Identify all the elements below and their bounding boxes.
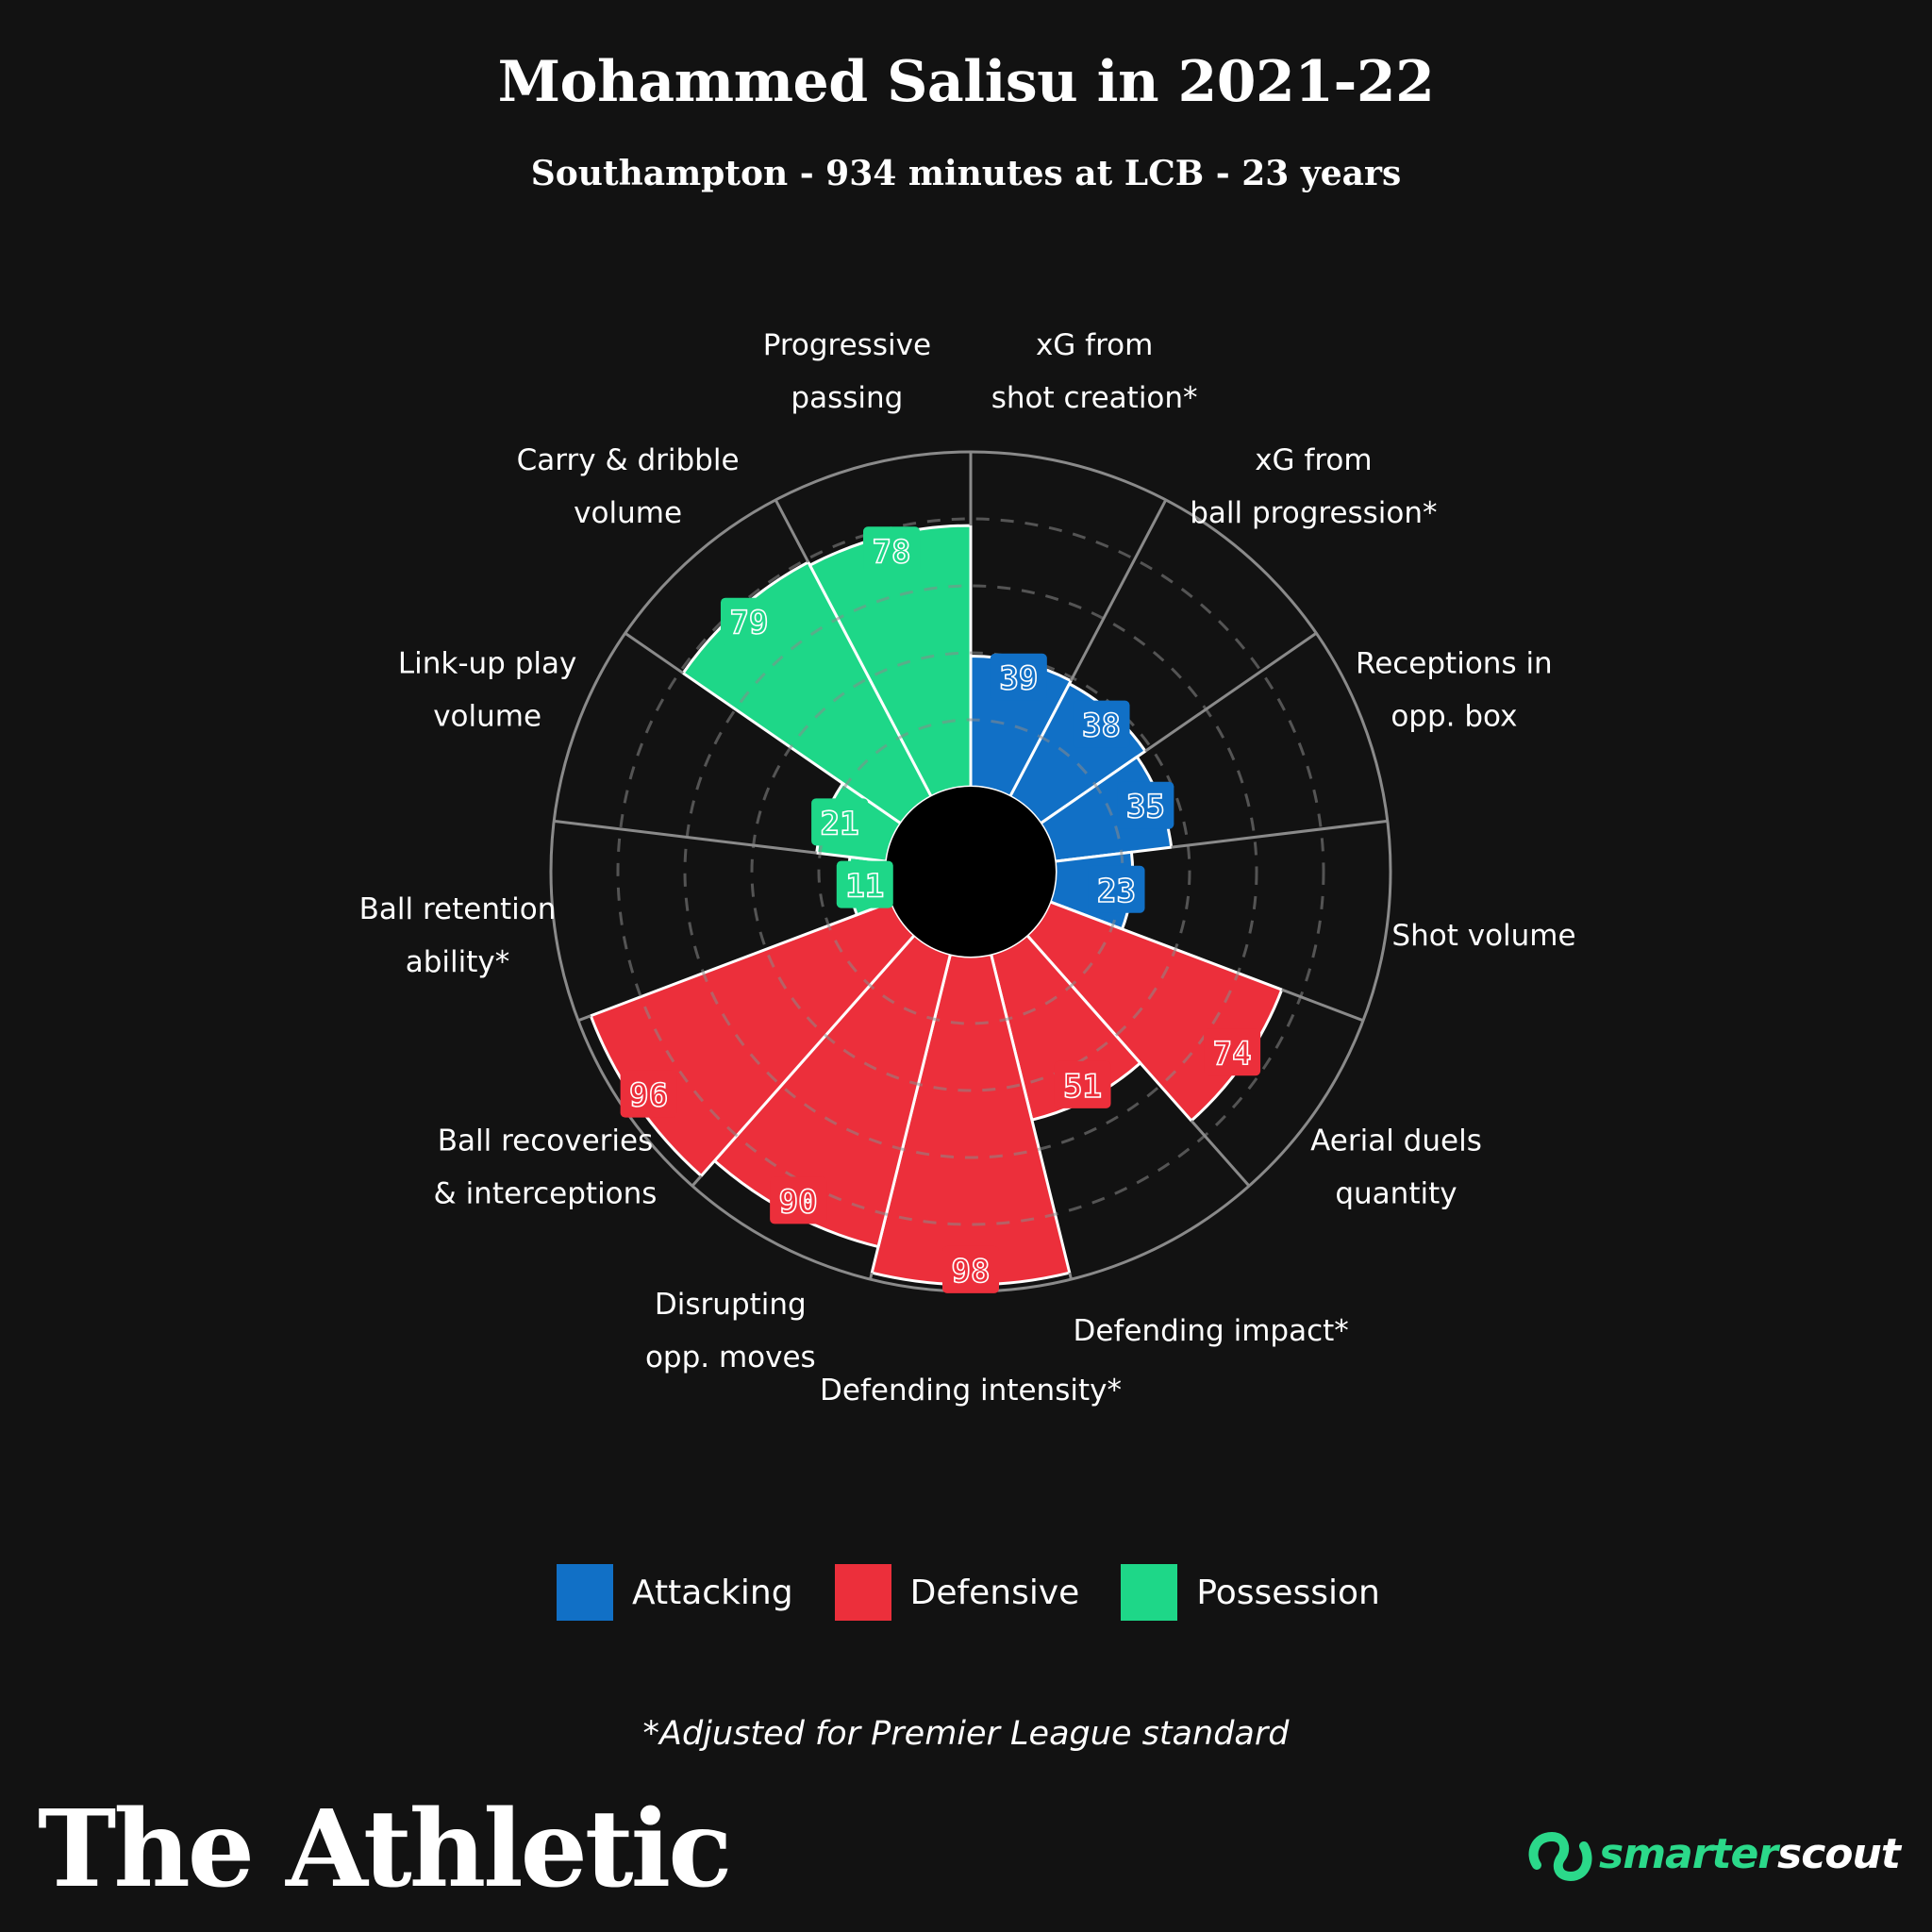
value-label-3: 23 [1097,873,1136,910]
value-badge-9 [836,860,893,908]
value-badge-5 [1054,1060,1111,1108]
grid-spoke-10 [554,819,817,855]
value-badge-4 [1204,1028,1261,1076]
category-label-12-line-0: Progressive [763,328,931,362]
value-label-5: 51 [1063,1068,1102,1106]
value-label-9: 11 [845,868,884,906]
category-label-5-line-0: Defending impact* [1074,1314,1349,1348]
legend-item-possession: Possession [1121,1564,1380,1621]
value-label-1: 38 [1082,708,1121,745]
value-label-6: 98 [952,1253,991,1291]
value-label-4: 74 [1213,1035,1252,1073]
legend-label-attacking: Attacking [632,1573,793,1612]
legend-swatch-possession [1121,1564,1178,1621]
category-label-8-line-1: & interceptions [434,1176,658,1210]
legend-label-possession: Possession [1196,1573,1380,1612]
category-label-1-line-0: xG from [1255,443,1372,477]
the-athletic-logo: The Athletic [38,1788,732,1911]
category-label-2-line-1: opp. box [1391,700,1517,734]
grid-spoke-5 [1190,1120,1251,1188]
grid-ring-1 [750,651,1191,1092]
value-badge-12 [863,526,921,575]
value-label-7: 90 [779,1183,818,1221]
category-label-9-line-1: ability* [406,945,510,979]
grid-spoke-6 [1068,1272,1073,1280]
value-badge-1 [1073,700,1130,748]
grid-spoke-9 [577,1014,591,1023]
legend-label-defensive: Defensive [909,1573,1080,1612]
category-label-8-line-0: Ball recoveries [438,1124,654,1158]
grid-spoke-7 [869,1272,874,1280]
grid-spoke-2 [1144,631,1318,753]
value-label-8: 96 [629,1077,668,1115]
chart-subtitle: Southampton - 934 minutes at LCB - 23 ye… [530,154,1402,193]
smarterscout-prefix: smarter [1599,1829,1778,1878]
grid-spoke-4 [1281,988,1364,1023]
category-label-10-line-1: volume [433,700,541,734]
legend-item-defensive: Defensive [834,1564,1080,1621]
category-label-7-line-0: Disrupting [655,1288,807,1322]
category-label-0-line-1: shot creation* [991,381,1198,415]
smarterscout-wordmark: smarterscout [1599,1829,1901,1878]
value-badge-11 [720,597,777,645]
category-label-11-line-0: Carry & dribble [517,443,740,477]
category-label-10-line-0: Link-up play [398,647,576,681]
category-label-11-line-1: volume [574,496,682,530]
smarterscout-icon [1528,1831,1592,1882]
category-label-1-line-1: ball progression* [1190,496,1437,530]
category-label-4-line-1: quantity [1335,1176,1457,1210]
chart-title: Mohammed Salisu in 2021-22 [497,49,1435,115]
footnote: *Adjusted for Premier League standard [642,1715,1290,1753]
grid-ring-2 [683,584,1258,1159]
category-label-0-line-0: xG from [1036,328,1153,362]
grid-spoke-1 [1069,499,1168,682]
grid-ring-3 [616,517,1325,1226]
category-label-7-line-1: opp. moves [645,1341,816,1374]
value-badge-7 [770,1176,827,1224]
category-label-9-line-0: Ball retention [359,892,557,926]
value-label-12: 78 [873,533,911,571]
category-label-2-line-0: Receptions in [1356,647,1553,681]
smarterscout-suffix: scout [1777,1829,1901,1878]
legend-swatch-attacking [557,1564,613,1621]
value-badge-0 [990,653,1047,701]
value-label-10: 21 [821,805,859,842]
category-label-12-line-1: passing [791,381,903,415]
value-label-2: 35 [1126,789,1165,826]
grid-spoke-12 [774,499,810,563]
legend-swatch-defensive [834,1564,891,1621]
legend: Attacking Defensive Possession [557,1564,1422,1621]
grid-spoke-3 [1171,819,1388,849]
legend-item-attacking: Attacking [557,1564,793,1621]
grid-spoke-8 [691,1174,703,1188]
grid-spoke-11 [624,631,684,675]
value-badge-6 [942,1245,999,1293]
smarterscout-logo: smarterscout [1524,1816,1901,1891]
value-badge-3 [1088,865,1145,913]
category-label-6-line-0: Defending intensity* [820,1374,1122,1407]
category-label-4-line-0: Aerial duels [1310,1124,1482,1158]
value-badge-2 [1117,781,1174,829]
value-label-0: 39 [999,660,1038,698]
category-label-3-line-0: Shot volume [1391,919,1575,953]
center-hole [886,787,1056,957]
value-badge-8 [620,1070,677,1118]
value-badge-10 [811,798,869,846]
value-label-11: 79 [729,605,768,642]
